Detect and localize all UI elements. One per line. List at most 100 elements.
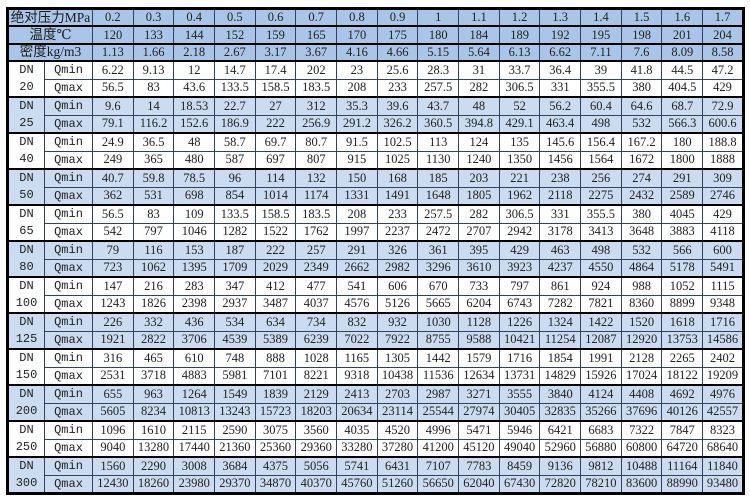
qmax-row: Qmax 9040 13280 17440 21360 25360 29360 33280 37… bbox=[8, 438, 744, 458]
dn-size: 65 bbox=[19, 224, 34, 239]
qmin-row: DN 200 Qmin 655 963 1264 1549 1839 2129 2413 2703 2… bbox=[7, 384, 744, 422]
qmax-value-cell: 33280 bbox=[336, 438, 378, 458]
qmin-value-cell: 7107 bbox=[417, 456, 460, 476]
dn-label-cell: DN 80 bbox=[7, 240, 45, 278]
qmin-row: DN 25 Qmin 9.6 14 18.53 22.7 27 312 35.3 39.6 43.7 4… bbox=[7, 96, 744, 134]
qmax-value-cell: 4883 bbox=[173, 366, 216, 386]
qmin-value-cell: 1991 bbox=[580, 348, 622, 368]
header-value-cell: 1.5 bbox=[620, 7, 663, 28]
qmax-row: Qmax 56.5 83 43.6 133.5 158.5 183.5 208 233 257.5… bbox=[8, 78, 744, 98]
qmax-value-cell: 7282 bbox=[539, 294, 582, 314]
qmin-value-cell: 2402 bbox=[702, 348, 744, 368]
qmax-value-cell: 1564 bbox=[580, 150, 622, 170]
qmax-value-cell: 2472 bbox=[417, 222, 460, 242]
qmax-value-cell: 5665 bbox=[417, 294, 460, 314]
qmin-value-cell: 35.3 bbox=[336, 96, 378, 116]
qmax-value-cell: 52960 bbox=[539, 438, 582, 458]
dn-prefix: DN bbox=[19, 135, 34, 150]
qmin-value-cell: 1549 bbox=[214, 384, 256, 404]
qmin-value-cell: 6431 bbox=[376, 456, 419, 476]
qmax-value-cell: 233 bbox=[376, 78, 419, 98]
qmin-value-cell: 69.7 bbox=[254, 132, 297, 152]
qmin-value-cell: 233 bbox=[376, 204, 419, 224]
qmax-value-cell: 1800 bbox=[661, 150, 704, 170]
qmin-label-cell: Qmin bbox=[43, 312, 94, 332]
steam-flow-density-table: 绝对压力MPa 0.2 0.3 0.4 0.5 0.6 0.7 0.8 0.9 1 1.1 1.2 1.… bbox=[6, 7, 745, 496]
qmin-value-cell: 11164 bbox=[661, 456, 704, 476]
qmax-value-cell: 1672 bbox=[620, 150, 663, 170]
qmax-label-cell: Qmax bbox=[43, 222, 94, 242]
header-value-cell: 1.7 bbox=[702, 7, 744, 28]
qmin-value-cell: 39 bbox=[580, 60, 622, 80]
header-value-cell: 1 bbox=[417, 7, 460, 28]
header-value-cell: 120 bbox=[92, 25, 134, 45]
qmin-value-cell: 40.7 bbox=[92, 168, 134, 188]
qmax-value-cell: 326.2 bbox=[376, 114, 419, 134]
qmin-value-cell: 5056 bbox=[295, 456, 338, 476]
dn-label-cell: DN 125 bbox=[7, 312, 45, 350]
qmin-row: DN 80 Qmin 79 116 153 187 222 257 291 326 361 395 429… bbox=[7, 240, 744, 278]
qmin-value-cell: 56.5 bbox=[92, 204, 134, 224]
qmax-label-cell: Qmax bbox=[43, 474, 94, 495]
qmin-value-cell: 158.5 bbox=[254, 204, 297, 224]
qmax-row: Qmax 1921 2822 3706 4539 5389 6239 7022 7922 8755… bbox=[8, 330, 744, 350]
header-value-cell: 8.09 bbox=[661, 42, 704, 63]
qmin-value-cell: 91.5 bbox=[336, 132, 378, 152]
qmax-value-cell: 116.2 bbox=[132, 114, 175, 134]
qmax-value-cell: 2589 bbox=[661, 186, 704, 206]
header-value-cell: 152 bbox=[214, 25, 256, 45]
qmax-value-cell: 1395 bbox=[173, 258, 216, 278]
qmin-value-cell: 24.9 bbox=[92, 132, 134, 152]
qmax-value-cell: 11536 bbox=[417, 366, 460, 386]
qmin-value-cell: 1716 bbox=[498, 348, 541, 368]
qmax-row: Qmax 542 797 1046 1282 1522 1762 1997 2237 2472 27… bbox=[8, 222, 744, 242]
qmax-value-cell: 429 bbox=[702, 78, 744, 98]
qmin-value-cell: 183.5 bbox=[295, 204, 338, 224]
dn-size: 25 bbox=[19, 116, 34, 131]
qmax-value-cell: 698 bbox=[173, 186, 216, 206]
qmax-value-cell: 25544 bbox=[417, 402, 460, 422]
qmin-value-cell: 1030 bbox=[417, 312, 460, 332]
qmax-value-cell: 404.5 bbox=[661, 78, 704, 98]
qmin-value-cell: 58.7 bbox=[214, 132, 256, 152]
qmax-value-cell: 37696 bbox=[620, 402, 663, 422]
qmax-value-cell: 72820 bbox=[539, 474, 582, 495]
qmax-value-cell: 13243 bbox=[214, 402, 256, 422]
qmax-value-cell: 362 bbox=[92, 186, 134, 206]
header-value-cell: 0.4 bbox=[173, 7, 216, 28]
qmin-label-cell: Qmin bbox=[43, 168, 94, 188]
dn-size: 200 bbox=[15, 404, 38, 419]
header-value-cell: 192 bbox=[539, 25, 582, 45]
qmin-value-cell: 5741 bbox=[336, 456, 378, 476]
qmax-value-cell: 3413 bbox=[580, 222, 622, 242]
qmin-value-cell: 221 bbox=[498, 168, 541, 188]
qmin-value-cell: 3684 bbox=[214, 456, 256, 476]
qmin-value-cell: 436 bbox=[173, 312, 216, 332]
qmin-value-cell: 36.4 bbox=[539, 60, 582, 80]
qmax-value-cell: 1174 bbox=[295, 186, 338, 206]
qmin-value-cell: 1028 bbox=[295, 348, 338, 368]
header-value-cell: 195 bbox=[580, 25, 622, 45]
qmin-value-cell: 670 bbox=[417, 276, 460, 296]
qmin-value-cell: 147 bbox=[92, 276, 134, 296]
qmax-value-cell: 480 bbox=[173, 150, 216, 170]
qmin-value-cell: 2129 bbox=[295, 384, 338, 404]
qmax-value-cell: 4550 bbox=[580, 258, 622, 278]
qmax-value-cell: 1826 bbox=[132, 294, 175, 314]
header-row-label: 密度kg/m3 bbox=[6, 42, 94, 63]
qmin-value-cell: 395 bbox=[458, 240, 500, 260]
qmax-row: Qmax 79.1 116.2 152.6 186.9 222 256.9 291.2 326.… bbox=[8, 114, 744, 134]
qmin-value-cell: 1128 bbox=[458, 312, 500, 332]
qmax-value-cell: 12430 bbox=[92, 474, 134, 495]
qmax-value-cell: 257.5 bbox=[417, 78, 460, 98]
header-value-cell: 180 bbox=[417, 25, 460, 45]
dn-prefix: DN bbox=[19, 279, 34, 294]
qmin-value-cell: 36.5 bbox=[132, 132, 175, 152]
header-value-cell: 1.2 bbox=[498, 7, 541, 28]
qmax-value-cell: 2237 bbox=[376, 222, 419, 242]
qmin-value-cell: 1610 bbox=[132, 420, 175, 440]
qmax-value-cell: 8234 bbox=[132, 402, 175, 422]
header-value-cell: 2.18 bbox=[173, 42, 216, 63]
qmax-label-cell: Qmax bbox=[43, 402, 94, 422]
qmin-label-cell: Qmin bbox=[43, 132, 94, 152]
